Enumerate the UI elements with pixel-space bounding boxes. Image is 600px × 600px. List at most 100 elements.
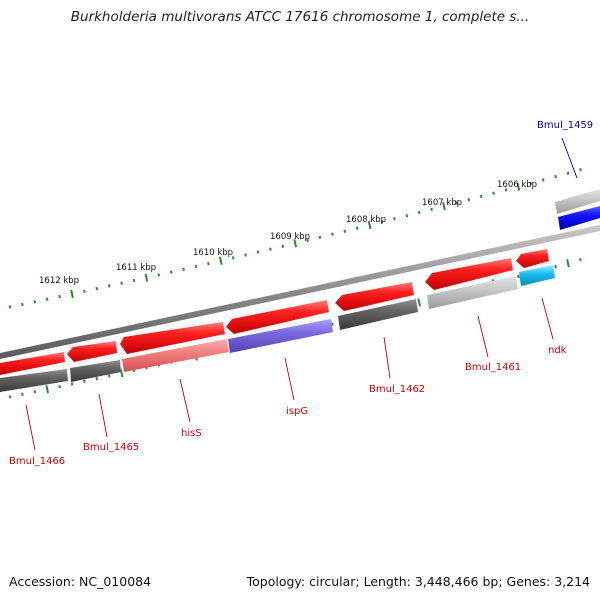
scale-outer-major-tick bbox=[516, 182, 521, 191]
scale-outer-minor-tick bbox=[355, 226, 359, 230]
gene-feature-bmul-1465[interactable] bbox=[67, 341, 117, 362]
scale-ticks-outer bbox=[8, 168, 582, 309]
scale-inner-minor-tick bbox=[8, 395, 12, 399]
scale-outer-minor-tick bbox=[169, 270, 173, 274]
gene-bar-bmul-1459-grey[interactable] bbox=[555, 189, 600, 214]
leader-bmul-1459 bbox=[561, 137, 578, 179]
scale-outer-minor-tick bbox=[21, 302, 24, 307]
gene-feature-bmul-1461[interactable] bbox=[425, 258, 513, 290]
gene-feature-ispG[interactable] bbox=[226, 300, 329, 334]
scale-outer-minor-tick bbox=[380, 220, 384, 224]
topology-summary: Topology: circular; Length: 3,448,466 bp… bbox=[246, 574, 590, 589]
gene-bar-bmul-1462[interactable] bbox=[338, 299, 418, 330]
leader-hisS bbox=[179, 378, 191, 423]
scale-outer-major-tick bbox=[70, 289, 74, 299]
gene-feature-hisS[interactable] bbox=[120, 322, 225, 354]
scale-outer-minor-tick bbox=[554, 174, 557, 179]
scale-outer-major-tick bbox=[442, 202, 446, 211]
gene-bar-bmul-1459-blue[interactable] bbox=[558, 206, 600, 230]
scale-outer-minor-tick bbox=[8, 305, 12, 309]
scale-outer-minor-tick bbox=[157, 273, 161, 277]
gene-bar-hisS[interactable] bbox=[122, 339, 229, 372]
scale-outer-minor-tick bbox=[244, 253, 247, 257]
scale-outer-minor-tick bbox=[269, 247, 272, 251]
scale-outer-major-tick bbox=[293, 239, 298, 248]
scale-outer-minor-tick bbox=[331, 232, 334, 236]
scale-outer-minor-tick bbox=[231, 256, 235, 260]
scale-outer-minor-tick bbox=[566, 171, 570, 175]
scale-outer-minor-tick bbox=[132, 278, 136, 283]
scale-inner-minor-tick bbox=[21, 392, 24, 397]
leader-ndk bbox=[541, 297, 554, 340]
gene-bar-ndk[interactable] bbox=[519, 265, 555, 286]
scale-outer-minor-tick bbox=[318, 235, 322, 239]
scale-outer-major-tick bbox=[367, 220, 372, 230]
scale-outer-major-tick bbox=[218, 256, 223, 265]
scale-label-1608kbp: 1608 kbp bbox=[346, 215, 386, 225]
scale-outer-major-tick bbox=[144, 273, 149, 282]
scale-outer-minor-tick bbox=[256, 250, 260, 254]
scale-inner-minor-tick bbox=[95, 376, 99, 381]
scale-label-1607kbp: 1607 kbp bbox=[422, 198, 462, 208]
gene-feature-ndk[interactable] bbox=[516, 249, 549, 268]
forward-strand bbox=[0, 249, 549, 375]
scale-outer-minor-tick bbox=[541, 178, 545, 182]
scale-outer-minor-tick bbox=[579, 168, 582, 172]
leader-bmul-1466 bbox=[25, 404, 36, 451]
gene-bar-ispG[interactable] bbox=[228, 319, 333, 353]
leader-bmul-1461 bbox=[477, 315, 489, 358]
gene-label-ndk[interactable]: ndk bbox=[548, 345, 567, 356]
scale-outer-minor-tick bbox=[120, 281, 123, 285]
gene-feature-bmul-1459-group bbox=[555, 189, 600, 230]
gene-label-ispG[interactable]: ispG bbox=[286, 406, 308, 417]
gene-label-bmul-1465[interactable]: Bmul_1465 bbox=[83, 442, 139, 453]
scale-labels: 1612 kbp 1611 kbp 1610 kbp 1609 kbp 1608… bbox=[39, 180, 537, 286]
scale-outer-minor-tick bbox=[207, 262, 210, 266]
scale-outer-minor-tick bbox=[83, 289, 86, 293]
scale-label-1611kbp: 1611 kbp bbox=[116, 263, 156, 273]
leader-bmul-1465 bbox=[98, 393, 108, 438]
gene-label-hisS[interactable]: hisS bbox=[181, 428, 202, 439]
accession-text: Accession: NC_010084 bbox=[9, 574, 152, 589]
scale-outer-minor-tick bbox=[33, 300, 37, 304]
scale-outer-minor-tick bbox=[95, 286, 99, 291]
scale-outer-minor-tick bbox=[45, 297, 49, 301]
scale-inner-minor-tick bbox=[554, 264, 557, 269]
reverse-strand bbox=[0, 265, 555, 392]
gene-feature-bmul-1466[interactable] bbox=[0, 352, 65, 375]
scale-label-1612kbp: 1612 kbp bbox=[39, 276, 79, 286]
gene-bar-bmul-1465[interactable] bbox=[70, 360, 121, 382]
scale-outer-minor-tick bbox=[343, 229, 347, 233]
scale-inner-minor-tick bbox=[33, 390, 37, 394]
scale-label-1610kbp: 1610 kbp bbox=[193, 248, 233, 258]
scale-outer-minor-tick bbox=[467, 198, 471, 202]
scale-outer-minor-tick bbox=[479, 194, 483, 199]
scale-outer-minor-tick bbox=[306, 238, 309, 242]
gene-label-bmul-1461[interactable]: Bmul_1461 bbox=[465, 362, 521, 373]
scale-outer-minor-tick bbox=[182, 267, 185, 271]
scale-outer-minor-tick bbox=[58, 294, 61, 299]
gene-labels: Bmul_1459 ndk Bmul_1461 Bmul_1462 ispG h… bbox=[9, 120, 593, 467]
scale-outer-minor-tick bbox=[529, 181, 533, 185]
genome-backbone bbox=[0, 225, 600, 359]
scale-outer-minor-tick bbox=[417, 210, 421, 215]
scale-inner-major-tick bbox=[417, 298, 422, 307]
scale-outer-minor-tick bbox=[430, 207, 433, 211]
scale-label-1609kbp: 1609 kbp bbox=[270, 232, 310, 242]
gene-label-bmul-1462[interactable]: Bmul_1462 bbox=[369, 384, 425, 395]
leader-bmul-1462 bbox=[383, 336, 391, 379]
scale-outer-minor-tick bbox=[393, 217, 396, 221]
scale-outer-minor-tick bbox=[194, 264, 198, 269]
gene-feature-bmul-1462[interactable] bbox=[335, 282, 414, 311]
gene-bar-bmul-1466[interactable] bbox=[0, 369, 68, 392]
scale-inner-minor-tick bbox=[107, 374, 111, 378]
gene-bar-bmul-1461[interactable] bbox=[427, 276, 518, 309]
scale-outer-minor-tick bbox=[107, 284, 111, 288]
gene-label-bmul-1459[interactable]: Bmul_1459 bbox=[537, 120, 593, 131]
gene-label-bmul-1466[interactable]: Bmul_1466 bbox=[9, 456, 65, 467]
scale-outer-minor-tick bbox=[492, 191, 495, 195]
scale-inner-minor-tick bbox=[58, 384, 61, 389]
map-title: Burkholderia multivorans ATCC 17616 chro… bbox=[70, 9, 530, 25]
scale-inner-minor-tick bbox=[83, 379, 86, 383]
